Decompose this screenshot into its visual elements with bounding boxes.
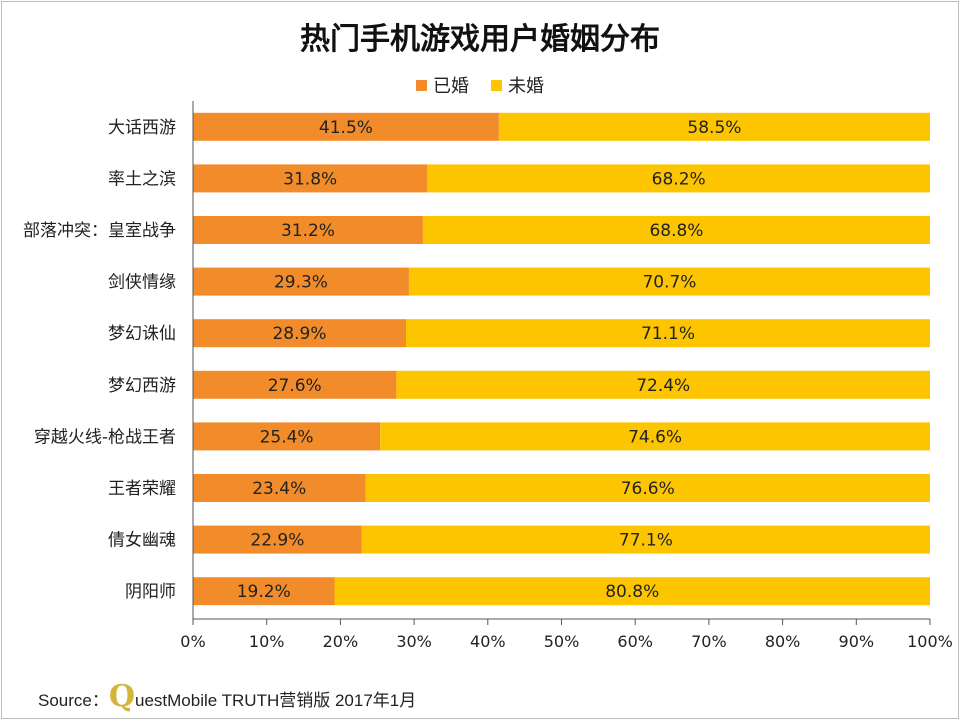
x-tick-label: 10%	[249, 632, 285, 651]
x-tick-label: 20%	[323, 632, 359, 651]
x-tick-label: 80%	[765, 632, 801, 651]
questmobile-logo-q: Q	[108, 679, 136, 714]
x-tick-label: 90%	[839, 632, 875, 651]
data-label-unmarried: 71.1%	[641, 324, 695, 344]
x-tick-label: 40%	[470, 632, 506, 651]
data-label-married: 29.3%	[274, 273, 328, 293]
x-tick-label: 70%	[691, 632, 727, 651]
bar-married	[193, 577, 335, 606]
bar-unmarried	[427, 164, 930, 193]
x-tick-label: 50%	[544, 632, 580, 651]
data-label-unmarried: 68.2%	[652, 169, 706, 189]
legend-swatch-unmarried	[491, 79, 502, 91]
category-label: 梦幻西游	[108, 376, 176, 396]
data-label-unmarried: 68.8%	[649, 221, 703, 241]
data-label-unmarried: 77.1%	[619, 531, 673, 551]
x-tick-label: 0%	[180, 632, 205, 651]
legend-item-married: 已婚	[416, 72, 469, 98]
category-label: 剑侠情缘	[108, 273, 176, 293]
bar-unmarried	[396, 370, 930, 399]
data-label-married: 31.8%	[283, 169, 337, 189]
data-label-married: 41.5%	[319, 118, 373, 138]
data-label-married: 22.9%	[250, 531, 304, 551]
x-tick-label: 30%	[396, 632, 432, 651]
x-tick-label: 60%	[617, 632, 653, 651]
category-label: 倩女幽魂	[108, 531, 176, 551]
bar-unmarried	[405, 319, 930, 348]
data-label-unmarried: 72.4%	[636, 376, 690, 396]
bar-unmarried	[361, 525, 930, 554]
bar-married	[193, 216, 423, 244]
bar-married	[193, 370, 397, 399]
source-prefix: Source：	[38, 691, 109, 710]
bar-married	[193, 319, 406, 348]
data-label-unmarried: 74.6%	[628, 427, 682, 447]
data-label-married: 27.6%	[268, 376, 322, 396]
bar-unmarried	[334, 577, 930, 606]
category-label: 率土之滨	[108, 169, 176, 189]
data-label-unmarried: 80.8%	[605, 582, 659, 602]
category-label: 梦幻诛仙	[108, 324, 176, 344]
legend-swatch-married	[416, 79, 427, 91]
bar-unmarried	[380, 422, 930, 451]
bar-unmarried	[422, 216, 930, 244]
category-label: 阴阳师	[125, 582, 176, 602]
bar-unmarried	[365, 474, 930, 502]
data-label-married: 28.9%	[272, 324, 326, 344]
data-label-married: 23.4%	[252, 479, 306, 499]
category-label: 大话西游	[108, 118, 176, 138]
category-label: 穿越火线-枪战王者	[34, 427, 176, 447]
legend: 已婚 未婚	[0, 72, 960, 98]
data-label-unmarried: 58.5%	[687, 118, 741, 138]
chart-title: 热门手机游戏用户婚姻分布	[300, 22, 660, 57]
bar-unmarried	[498, 112, 930, 141]
legend-label-unmarried: 未婚	[508, 76, 544, 97]
source-note: Source： Q uestMobile TRUTH营销版 2017年1月	[38, 682, 416, 712]
bar-married	[193, 525, 362, 554]
bar-married	[193, 422, 381, 451]
legend-item-unmarried: 未婚	[491, 72, 544, 98]
bar-unmarried	[408, 267, 930, 296]
data-label-married: 19.2%	[237, 582, 291, 602]
bar-married	[193, 112, 499, 141]
bar-married	[193, 267, 409, 296]
data-label-married: 31.2%	[281, 221, 335, 241]
source-text: uestMobile TRUTH营销版 2017年1月	[135, 691, 417, 710]
data-label-unmarried: 70.7%	[642, 273, 696, 293]
legend-label-married: 已婚	[433, 76, 469, 97]
category-label: 王者荣耀	[108, 479, 176, 499]
data-label-married: 25.4%	[260, 427, 314, 447]
data-label-unmarried: 76.6%	[621, 479, 675, 499]
bar-married	[193, 164, 428, 193]
category-label: 部落冲突：皇室战争	[23, 221, 176, 241]
bar-married	[193, 474, 366, 502]
x-tick-label: 100%	[907, 632, 953, 651]
